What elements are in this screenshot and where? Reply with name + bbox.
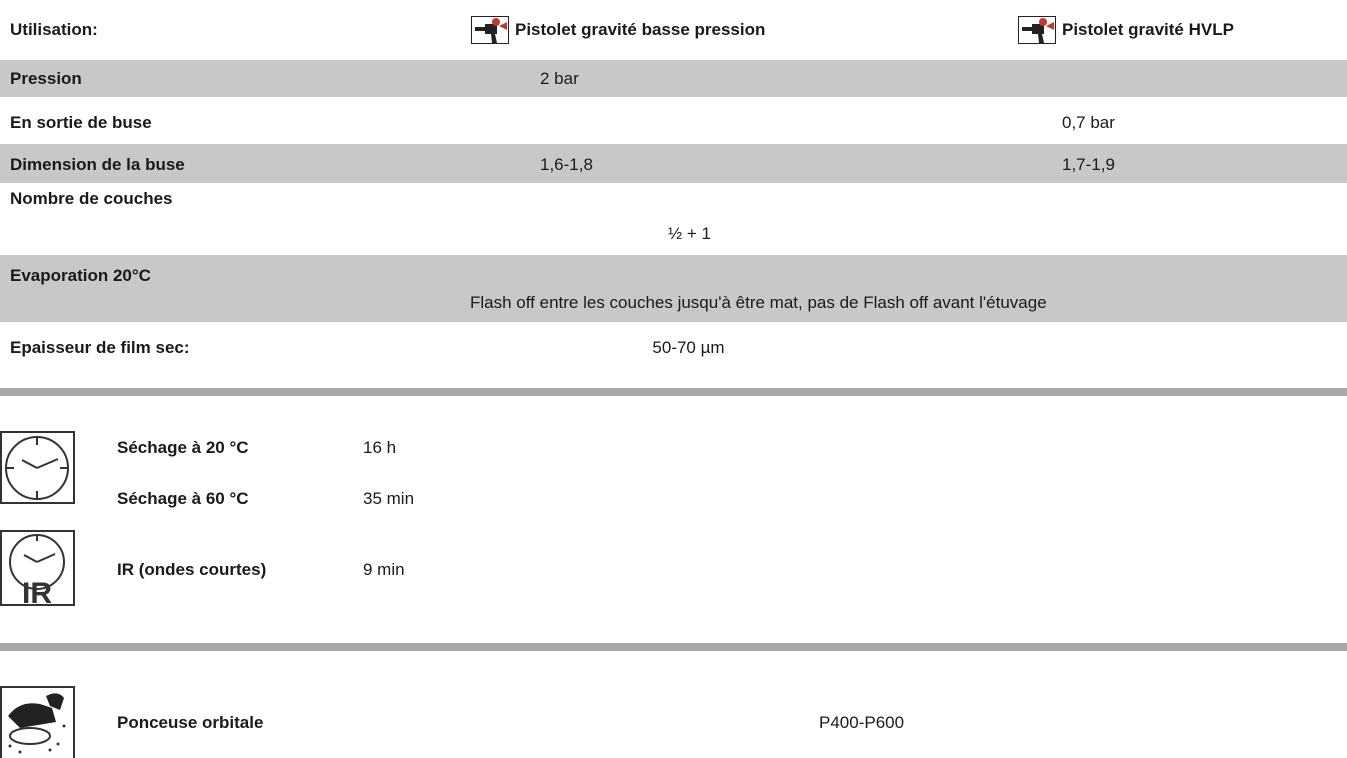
row-epaisseur: Epaisseur de film sec: 50-70 µm xyxy=(0,322,1347,372)
row-label: Pression xyxy=(10,69,82,88)
row-value-low-pressure: 2 bar xyxy=(540,69,579,88)
usage-label: Utilisation: xyxy=(10,20,98,39)
drying-20-label: Séchage à 20 °C xyxy=(117,438,249,457)
row-value-low-pressure: 1,6-1,8 xyxy=(540,155,593,174)
ir-icon-text: IR xyxy=(22,577,52,606)
row-label: Evaporation 20°C xyxy=(10,266,151,285)
row-value-hvlp: 0,7 bar xyxy=(1062,113,1115,132)
clock-icon xyxy=(0,431,75,504)
row-value-hvlp: 1,7-1,9 xyxy=(1062,155,1115,174)
row-value: ½ + 1 xyxy=(667,224,711,243)
row-buse: Dimension de la buse 1,6-1,8 1,7-1,9 xyxy=(0,144,1347,183)
row-pression: Pression 2 bar xyxy=(0,60,1347,97)
drying-20-value: 16 h xyxy=(363,438,397,457)
row-value: Flash off entre les couches jusqu'à être… xyxy=(470,293,1047,312)
row-couches: Nombre de couches ½ + 1 xyxy=(0,183,1347,255)
row-label: Epaisseur de film sec: xyxy=(10,338,190,357)
ir-value: 9 min xyxy=(363,560,405,579)
drying-60-value: 35 min xyxy=(363,489,415,508)
row-label: Nombre de couches xyxy=(10,189,173,208)
sander-label: Ponceuse orbitale xyxy=(117,713,264,732)
row-label: Dimension de la buse xyxy=(10,155,185,174)
ir-clock-icon: IR xyxy=(0,530,75,606)
row-value: 50-70 µm xyxy=(652,338,725,357)
section-divider xyxy=(0,388,1347,396)
row-sortie: En sortie de buse 0,7 bar xyxy=(0,97,1347,144)
row-label: En sortie de buse xyxy=(10,113,152,132)
ir-label: IR (ondes courtes) xyxy=(117,560,267,579)
spray-gun-icon xyxy=(471,16,509,44)
section-divider xyxy=(0,643,1347,651)
drying-60-label: Séchage à 60 °C xyxy=(117,489,249,508)
row-evaporation: Evaporation 20°C Flash off entre les cou… xyxy=(0,255,1347,322)
orbital-sander-icon xyxy=(0,686,75,758)
column-header-hvlp: Pistolet gravité HVLP xyxy=(1062,20,1234,39)
spray-gun-icon xyxy=(1018,16,1056,44)
column-header-low-pressure: Pistolet gravité basse pression xyxy=(515,20,766,39)
sander-value: P400-P600 xyxy=(819,713,905,732)
